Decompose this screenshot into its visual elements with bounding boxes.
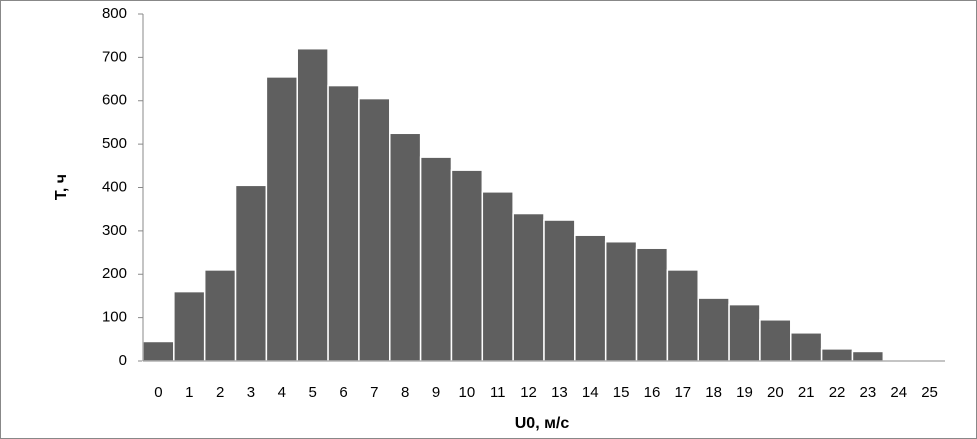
bar xyxy=(358,97,391,362)
x-tick-label: 23 xyxy=(860,384,877,401)
bar xyxy=(512,212,545,362)
x-axis-title: U0, м/с xyxy=(515,415,570,432)
y-tick-label: 700 xyxy=(102,48,127,65)
bar xyxy=(635,247,669,362)
y-tick-label: 800 xyxy=(102,5,127,22)
bar xyxy=(173,290,206,362)
bar xyxy=(389,132,422,362)
x-tick-label: 25 xyxy=(921,384,938,401)
y-tick-label: 400 xyxy=(102,178,127,195)
x-tick-label: 14 xyxy=(582,384,599,401)
bar xyxy=(450,169,484,362)
bar xyxy=(759,319,792,362)
x-tick-label: 24 xyxy=(890,384,907,401)
x-tick-label: 15 xyxy=(613,384,630,401)
x-tick-label: 7 xyxy=(370,384,378,401)
bar xyxy=(790,332,823,362)
bar xyxy=(820,348,854,362)
x-tick-label: 18 xyxy=(705,384,722,401)
y-axis-title: T, ч xyxy=(53,174,70,200)
y-tick-label: 0 xyxy=(119,352,127,369)
x-tick-label: 3 xyxy=(247,384,255,401)
bar xyxy=(666,269,699,362)
bar xyxy=(234,184,268,362)
bar xyxy=(604,240,638,362)
x-tick-label: 22 xyxy=(829,384,846,401)
bar xyxy=(728,303,761,362)
bar xyxy=(296,47,329,362)
x-tick-label: 6 xyxy=(339,384,347,401)
x-tick-label: 17 xyxy=(674,384,691,401)
x-tick-label: 4 xyxy=(278,384,286,401)
x-tick-label: 9 xyxy=(432,384,440,401)
x-tick-label: 5 xyxy=(308,384,316,401)
y-tick-label: 600 xyxy=(102,92,127,109)
bar xyxy=(697,297,730,362)
bar xyxy=(203,269,237,362)
bar xyxy=(142,340,175,362)
bar xyxy=(327,84,360,362)
x-tick-label: 2 xyxy=(216,384,224,401)
x-tick-label: 13 xyxy=(551,384,568,401)
x-tick-label: 20 xyxy=(767,384,784,401)
x-tick-label: 12 xyxy=(520,384,537,401)
x-tick-label: 8 xyxy=(401,384,409,401)
bar xyxy=(419,156,453,362)
bar xyxy=(851,350,885,362)
y-tick-label: 100 xyxy=(102,309,127,326)
x-tick-label: 21 xyxy=(798,384,815,401)
bar xyxy=(543,219,576,362)
x-tick-label: 10 xyxy=(459,384,476,401)
y-tick-label: 200 xyxy=(102,265,127,282)
y-tick-label: 500 xyxy=(102,135,127,152)
x-tick-label: 1 xyxy=(185,384,193,401)
x-tick-label: 16 xyxy=(644,384,661,401)
bar xyxy=(481,191,514,362)
x-tick-label: 0 xyxy=(154,384,162,401)
x-tick-label: 11 xyxy=(490,384,506,401)
bar xyxy=(265,76,298,362)
bar xyxy=(574,234,607,362)
x-tick-label: 19 xyxy=(736,384,753,401)
y-tick-label: 300 xyxy=(102,222,127,239)
